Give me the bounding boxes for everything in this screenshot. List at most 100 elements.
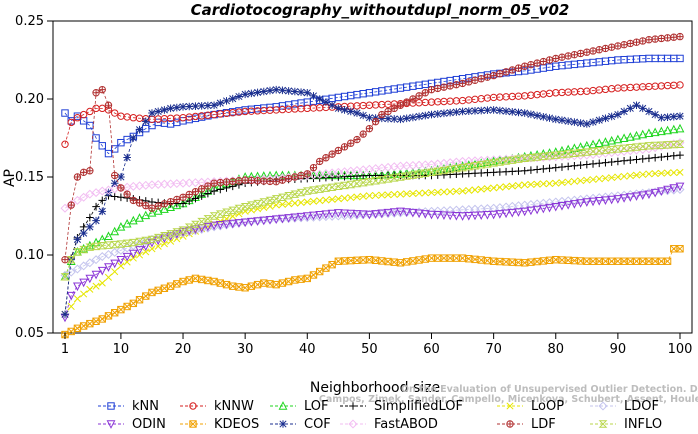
point-ldf bbox=[278, 176, 287, 184]
point-kdeos bbox=[427, 254, 436, 262]
point-loop bbox=[297, 199, 305, 207]
point-loop bbox=[583, 176, 591, 184]
point-fastabod bbox=[184, 178, 194, 188]
point-inflo bbox=[458, 163, 467, 172]
point-loop bbox=[80, 290, 88, 298]
point-ldf bbox=[160, 200, 169, 208]
x-tick-label: 90 bbox=[610, 342, 627, 357]
point-ldf bbox=[452, 80, 461, 89]
point-loop bbox=[632, 171, 641, 179]
point-cof bbox=[272, 85, 281, 94]
point-lof bbox=[638, 129, 648, 139]
point-inflo bbox=[408, 171, 418, 179]
point-ldf bbox=[663, 34, 672, 42]
point-inflo bbox=[159, 231, 169, 240]
point-fastabod bbox=[395, 161, 405, 171]
point-loop bbox=[309, 197, 318, 205]
point-loop bbox=[415, 189, 423, 197]
point-ldof bbox=[79, 261, 89, 271]
point-odin bbox=[489, 210, 499, 220]
point-fastabod bbox=[159, 179, 169, 189]
point-inflo bbox=[601, 146, 610, 154]
legend-item-odin: ODIN bbox=[98, 417, 166, 432]
point-odin bbox=[445, 211, 455, 221]
point-odin bbox=[141, 242, 151, 252]
point-fastabod bbox=[563, 151, 573, 161]
point-ldf bbox=[527, 60, 535, 69]
point-ldf bbox=[558, 53, 566, 61]
point-cof bbox=[433, 110, 442, 118]
point-ldof bbox=[315, 212, 325, 222]
point-odin bbox=[427, 210, 436, 220]
point-lof bbox=[576, 142, 586, 151]
point-odin bbox=[104, 263, 113, 272]
point-kdeos bbox=[216, 279, 225, 287]
point-odin bbox=[638, 191, 648, 200]
point-ldof bbox=[439, 206, 449, 216]
point-odin bbox=[97, 266, 107, 276]
point-odin bbox=[402, 208, 412, 217]
point-cof bbox=[583, 120, 591, 128]
point-ldof bbox=[340, 211, 350, 221]
legend-label: ODIN bbox=[132, 417, 166, 432]
point-cof bbox=[626, 104, 635, 113]
point-kdeos bbox=[117, 305, 125, 314]
point-fastabod bbox=[495, 155, 505, 165]
x-tick-label: 40 bbox=[299, 342, 316, 357]
point-odin bbox=[209, 221, 219, 231]
point-cof bbox=[141, 117, 150, 126]
point-odin bbox=[663, 185, 672, 195]
point-cof bbox=[79, 229, 88, 237]
point-loop bbox=[552, 179, 560, 187]
point-odin bbox=[538, 204, 548, 214]
point-simplifiedlof bbox=[527, 166, 535, 174]
series-kdeos bbox=[61, 245, 684, 339]
point-kdeos bbox=[632, 257, 641, 265]
point-lof bbox=[650, 127, 660, 137]
point-cof bbox=[303, 88, 312, 97]
point-loop bbox=[372, 191, 380, 199]
point-cof bbox=[632, 101, 641, 110]
point-odin bbox=[203, 222, 213, 232]
point-loop bbox=[676, 168, 684, 176]
point-ldf bbox=[135, 199, 144, 207]
point-cof bbox=[539, 112, 548, 121]
point-inflo bbox=[141, 236, 151, 245]
point-ldf bbox=[117, 184, 125, 192]
point-cof bbox=[98, 207, 107, 216]
point-lof bbox=[644, 128, 654, 138]
point-kdeos bbox=[583, 257, 591, 265]
point-odin bbox=[259, 216, 269, 226]
point-loop bbox=[639, 170, 647, 179]
point-ldf bbox=[626, 39, 635, 48]
point-inflo bbox=[333, 182, 343, 191]
point-cof bbox=[514, 108, 523, 117]
point-cof bbox=[266, 86, 274, 95]
point-odin bbox=[451, 211, 461, 221]
point-odin bbox=[191, 225, 200, 234]
point-kdeos bbox=[303, 274, 311, 283]
point-inflo bbox=[476, 161, 486, 169]
x-tick-label: 70 bbox=[485, 342, 502, 357]
point-kdeos bbox=[558, 256, 566, 264]
point-ldf bbox=[645, 36, 653, 44]
point-ldf bbox=[322, 154, 330, 162]
point-odin bbox=[91, 270, 101, 280]
point-ldof bbox=[675, 184, 685, 194]
chart-title: Cardiotocography_withoutdupl_norm_05_v02 bbox=[191, 1, 570, 19]
point-lof bbox=[104, 231, 113, 240]
x-tick-label: 80 bbox=[547, 342, 564, 357]
point-odin bbox=[439, 211, 449, 220]
point-cof bbox=[564, 117, 572, 125]
point-knn bbox=[676, 54, 684, 63]
point-odin bbox=[675, 182, 685, 192]
point-inflo bbox=[302, 187, 312, 195]
point-cof bbox=[570, 118, 579, 126]
point-cof bbox=[645, 107, 653, 116]
point-ldf bbox=[260, 177, 268, 185]
point-ldf bbox=[421, 89, 430, 97]
point-ldf bbox=[639, 37, 647, 45]
point-loop bbox=[104, 273, 113, 281]
point-kdeos bbox=[458, 254, 467, 262]
point-cof bbox=[210, 101, 218, 110]
